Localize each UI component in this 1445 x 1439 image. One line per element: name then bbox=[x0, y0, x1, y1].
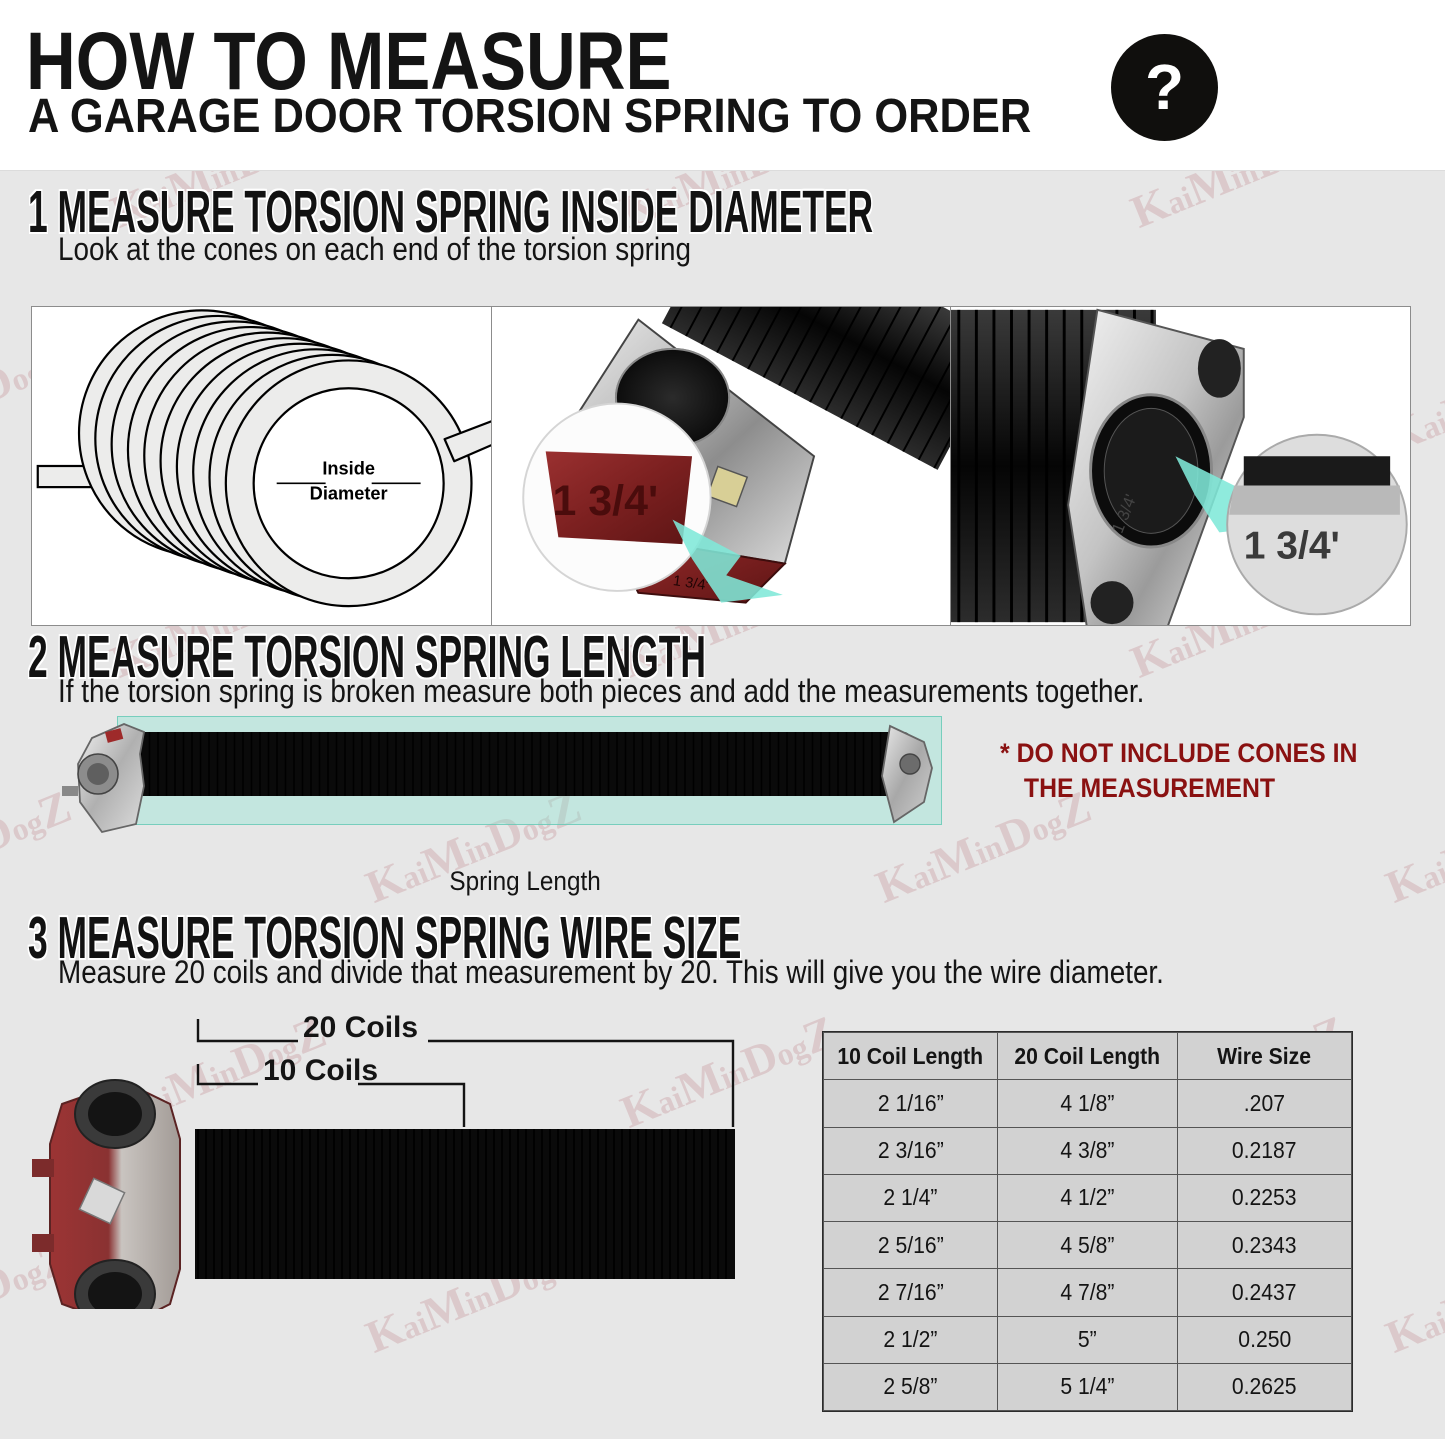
svg-text:20 Coils: 20 Coils bbox=[303, 1011, 418, 1044]
svg-text:10 Coils: 10 Coils bbox=[263, 1054, 378, 1087]
svg-text:1 3/4': 1 3/4' bbox=[1244, 525, 1340, 568]
svg-text:1 3/4': 1 3/4' bbox=[552, 477, 658, 525]
svg-text:Diameter: Diameter bbox=[310, 483, 388, 504]
svg-text:Inside: Inside bbox=[322, 458, 375, 479]
